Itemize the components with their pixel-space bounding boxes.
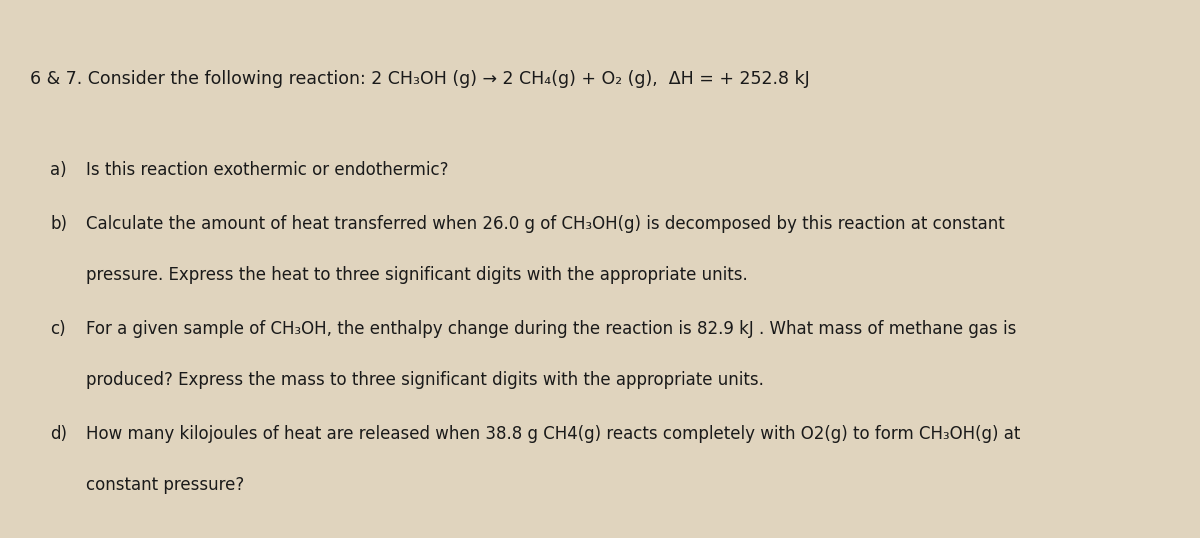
Text: Is this reaction exothermic or endothermic?: Is this reaction exothermic or endotherm… [86, 161, 449, 179]
Text: How many kilojoules of heat are released when 38.8 g CH4(g) reacts completely wi: How many kilojoules of heat are released… [86, 425, 1021, 443]
Text: a): a) [50, 161, 67, 179]
Text: d): d) [50, 425, 67, 443]
Text: c): c) [50, 320, 66, 338]
Text: b): b) [50, 215, 67, 233]
Text: For a given sample of CH₃OH, the enthalpy change during the reaction is 82.9 kJ : For a given sample of CH₃OH, the enthalp… [86, 320, 1016, 338]
Text: produced? Express the mass to three significant digits with the appropriate unit: produced? Express the mass to three sign… [86, 371, 764, 389]
Text: Calculate the amount of heat transferred when 26.0 g of CH₃OH(g) is decomposed b: Calculate the amount of heat transferred… [86, 215, 1006, 233]
Text: pressure. Express the heat to three significant digits with the appropriate unit: pressure. Express the heat to three sign… [86, 266, 748, 284]
Text: constant pressure?: constant pressure? [86, 476, 245, 494]
Text: 6 & 7. Consider the following reaction: 2 CH₃OH (g) → 2 CH₄(g) + O₂ (g),  ΔH = +: 6 & 7. Consider the following reaction: … [30, 70, 810, 88]
